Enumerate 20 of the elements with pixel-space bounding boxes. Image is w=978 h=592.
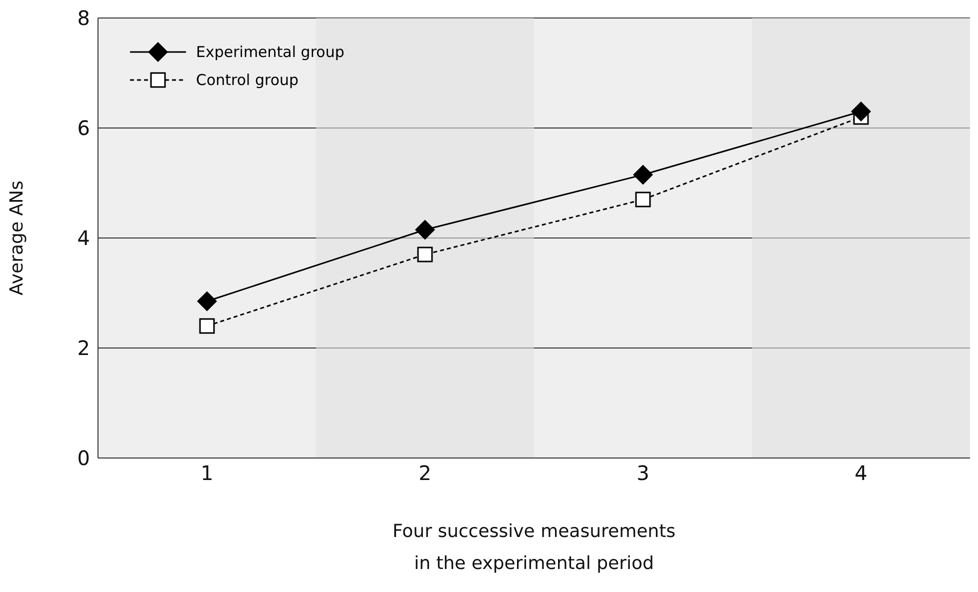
- legend-label: Control group: [196, 71, 299, 89]
- y-tick-label: 8: [77, 6, 90, 30]
- y-tick-label: 6: [77, 116, 90, 140]
- x-axis-title: Four successive measurements in the experimental period: [391, 520, 677, 576]
- x-tick-label: 4: [854, 461, 868, 486]
- x-tick-label: 1: [200, 461, 214, 486]
- point: [417, 246, 433, 262]
- x-tick-label: 2: [418, 461, 432, 486]
- point: [633, 164, 653, 185]
- legend-label: Experimental group: [196, 43, 344, 61]
- point: [199, 318, 215, 334]
- point: [635, 192, 651, 208]
- y-tick-label: 0: [77, 446, 90, 470]
- y-tick-label: 4: [77, 226, 90, 250]
- point: [851, 102, 871, 122]
- x-tick-label: 3: [636, 461, 650, 486]
- point: [415, 220, 435, 240]
- y-tick-label: 2: [77, 336, 90, 360]
- point: [197, 291, 217, 312]
- y-axis-title: Average ANs: [6, 180, 28, 296]
